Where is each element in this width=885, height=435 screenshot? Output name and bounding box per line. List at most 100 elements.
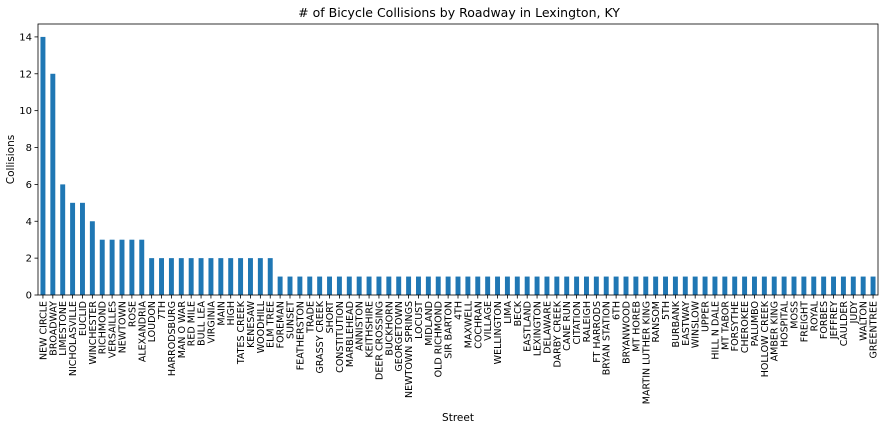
bar xyxy=(416,276,421,295)
x-tick-label: TRADE xyxy=(305,301,316,334)
x-tick-label: WINSLOW xyxy=(691,300,702,348)
x-tick-label: EUCLID xyxy=(78,301,89,336)
x-tick-label: MAIN xyxy=(216,301,227,326)
x-tick-label: VIRGINIA xyxy=(206,301,217,344)
x-tick-label: UPPER xyxy=(701,301,712,332)
bar xyxy=(831,276,836,295)
x-tick-label: 5TH xyxy=(661,301,672,320)
bar xyxy=(504,276,510,295)
bar xyxy=(119,239,125,295)
x-tick-label: LOUDON xyxy=(147,301,158,342)
bar xyxy=(574,276,580,295)
x-tick-label: GREENTREE xyxy=(869,301,880,358)
bar xyxy=(287,276,293,295)
x-tick-label: EASTWAY xyxy=(681,301,692,346)
x-tick-label: EASTLAND xyxy=(523,301,534,352)
x-tick-label: COCHRAN xyxy=(473,301,484,349)
x-tick-label: OLD RICHMOND xyxy=(434,301,445,377)
bar xyxy=(218,258,224,295)
bar xyxy=(475,276,481,295)
x-tick-label: SIR BARTON xyxy=(444,301,455,359)
bar xyxy=(781,276,787,295)
y-tick-label: 6 xyxy=(26,180,32,191)
x-tick-label: DELAWARE xyxy=(542,301,553,354)
y-tick-label: 14 xyxy=(19,32,32,43)
bar xyxy=(821,276,827,295)
x-tick-label: GRASSY CREEK xyxy=(315,300,326,373)
bar xyxy=(159,258,164,295)
x-tick-label: LIMESTONE xyxy=(58,301,69,356)
bar xyxy=(742,276,748,295)
bar xyxy=(643,276,649,295)
bar xyxy=(198,258,204,295)
x-tick-label: RANSOM xyxy=(651,301,662,343)
x-tick-label: DEER CROSSING xyxy=(374,301,385,380)
y-tick-label: 2 xyxy=(26,254,32,265)
bar xyxy=(801,276,807,295)
bar xyxy=(732,276,738,295)
x-tick-label: ALEXANDRIA xyxy=(137,301,148,363)
x-tick-label: MARTIN LUTHER KING xyxy=(641,301,652,404)
y-axis-label: Collisions xyxy=(5,135,17,184)
x-tick-label: CHEROKEE xyxy=(740,301,751,353)
bar xyxy=(860,276,866,295)
x-tick-label: NEWTOWN xyxy=(118,301,129,353)
bar xyxy=(840,276,846,295)
x-tick-label: BECK xyxy=(513,300,524,326)
bar xyxy=(672,276,678,295)
bar xyxy=(584,276,589,295)
bar xyxy=(356,276,362,295)
x-tick-label: MT TABOR xyxy=(720,301,731,350)
bar xyxy=(346,276,352,295)
x-tick-label: ELM TREE xyxy=(266,301,277,348)
bar xyxy=(791,276,797,295)
bar xyxy=(771,276,777,295)
bar xyxy=(40,36,46,296)
y-tick-label: 12 xyxy=(19,69,32,80)
bar xyxy=(149,258,155,295)
x-tick-label: LEXINGTON xyxy=(533,301,544,356)
bar xyxy=(257,258,263,295)
bar xyxy=(564,276,570,295)
bar xyxy=(386,276,392,295)
x-tick-label: CITATION xyxy=(572,301,583,344)
x-tick-label: JEFFREY xyxy=(829,301,840,340)
x-tick-label: AMBER KING xyxy=(770,301,781,361)
bar xyxy=(366,276,372,295)
bar xyxy=(811,276,817,295)
x-tick-label: JUDY xyxy=(849,301,860,325)
bar xyxy=(870,276,876,295)
bars-group xyxy=(40,36,876,296)
x-tick-label: BUCKHORN xyxy=(384,301,395,356)
bar xyxy=(317,276,323,295)
bar xyxy=(376,276,382,295)
x-tick-label: MOSS xyxy=(790,301,801,329)
x-tick-label: NEW CIRCLE xyxy=(38,301,49,360)
x-tick-label: SUNSET xyxy=(286,301,297,339)
bar xyxy=(495,276,500,295)
bar xyxy=(455,276,461,295)
bar xyxy=(60,184,66,295)
bar xyxy=(238,258,244,295)
bar xyxy=(663,276,668,295)
x-tick-label: TATES CREEK xyxy=(236,300,247,365)
x-tick-label: MAN O WAR xyxy=(177,301,188,359)
bar xyxy=(139,239,145,295)
x-tick-label: SHORT xyxy=(325,301,336,334)
bar xyxy=(712,276,718,295)
y-tick-label: 10 xyxy=(19,106,32,117)
x-tick-label: WELLINGTON xyxy=(493,301,504,364)
x-tick-label: CAULDER xyxy=(839,301,850,347)
x-tick-label: MIDLAND xyxy=(424,301,435,346)
bar xyxy=(485,276,491,295)
chart-title: # of Bicycle Collisions by Roadway in Le… xyxy=(298,5,620,20)
x-axis-label: Street xyxy=(442,412,474,424)
bar xyxy=(514,276,520,295)
x-tick-label: WINCHESTER xyxy=(88,301,99,365)
x-tick-label: BRYANWOOD xyxy=(622,301,633,364)
x-tick-label: DARBY CREEK xyxy=(552,300,563,367)
bar xyxy=(336,276,342,295)
x-tick-label: FREIGHT xyxy=(799,301,810,342)
bar xyxy=(178,258,184,295)
